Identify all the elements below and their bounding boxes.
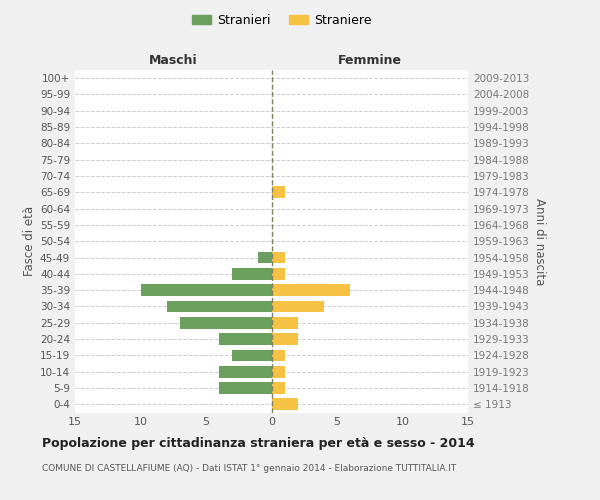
Bar xyxy=(219,382,271,394)
Bar xyxy=(219,333,271,345)
Bar xyxy=(232,268,271,280)
Bar xyxy=(271,300,324,312)
Bar xyxy=(167,300,271,312)
Bar xyxy=(271,252,284,264)
Bar xyxy=(271,366,284,378)
Bar xyxy=(180,317,271,328)
Text: Femmine: Femmine xyxy=(338,54,402,68)
Bar xyxy=(271,398,298,410)
Bar xyxy=(259,252,271,264)
Bar xyxy=(271,382,284,394)
Bar xyxy=(271,268,284,280)
Bar xyxy=(219,366,271,378)
Legend: Stranieri, Straniere: Stranieri, Straniere xyxy=(187,8,377,32)
Bar xyxy=(140,284,271,296)
Bar xyxy=(271,284,350,296)
Bar xyxy=(271,317,298,328)
Y-axis label: Fasce di età: Fasce di età xyxy=(23,206,36,276)
Y-axis label: Anni di nascita: Anni di nascita xyxy=(533,198,546,285)
Bar xyxy=(271,186,284,198)
Text: COMUNE DI CASTELLAFIUME (AQ) - Dati ISTAT 1° gennaio 2014 - Elaborazione TUTTITA: COMUNE DI CASTELLAFIUME (AQ) - Dati ISTA… xyxy=(42,464,456,473)
Bar xyxy=(271,350,284,362)
Text: Maschi: Maschi xyxy=(149,54,197,68)
Bar xyxy=(271,333,298,345)
Text: Popolazione per cittadinanza straniera per età e sesso - 2014: Popolazione per cittadinanza straniera p… xyxy=(42,438,475,450)
Bar xyxy=(232,350,271,362)
